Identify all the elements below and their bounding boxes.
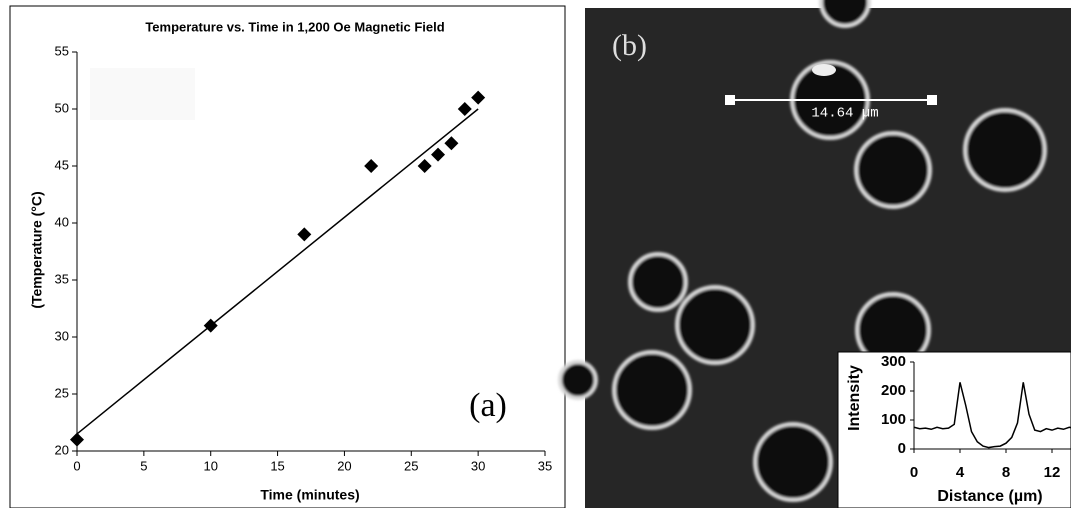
highlight [812, 64, 836, 76]
inset [837, 351, 1071, 508]
chart-inset: 0 4 8 12 0 100 200 300 Distance (µm) Intensity [846, 353, 1071, 505]
panel-b: (b) 14.64 µm [558, 0, 1071, 508]
vesicle [819, 0, 871, 28]
point [297, 227, 312, 242]
trendline [76, 108, 479, 435]
point [203, 318, 218, 333]
y-tick-label: 50 [55, 100, 69, 115]
scale-bar-end [725, 95, 735, 105]
vesicles [558, 0, 1047, 502]
vesicle [963, 108, 1047, 192]
vesicle [854, 131, 932, 209]
point [444, 136, 459, 151]
point [431, 147, 446, 162]
y-tick-label: 55 [55, 43, 69, 58]
y-tick-label: 200 [881, 382, 906, 399]
x-tick-label: 15 [270, 458, 284, 473]
vesicle [753, 422, 833, 502]
scale-bar-end [927, 95, 937, 105]
x-tick-label: 8 [1002, 464, 1010, 481]
x-tick-label: 5 [140, 458, 147, 473]
smudge [90, 68, 195, 120]
y-tick-label: 300 [881, 353, 906, 370]
x-tick-label: 20 [337, 458, 351, 473]
panel-label: (a) [469, 387, 507, 424]
y-tick-label: 35 [55, 271, 69, 286]
point [364, 159, 379, 173]
chart-a: 0 5 10 15 20 25 30 35 20 25 30 35 40 45 50 55 Temperatur… [29, 19, 553, 502]
y-tick-label: 25 [55, 385, 69, 400]
x-tick-label: 0 [73, 458, 80, 473]
y-tick-label: 20 [55, 442, 69, 457]
x-tick-label: 12 [1044, 464, 1061, 481]
vesicle [612, 350, 692, 430]
y-axis-title: Intensity [846, 365, 863, 431]
y-axis-title: (Temperature (°C) [29, 191, 45, 308]
vesicle [558, 360, 598, 400]
chart-title: Temperature vs. Time in 1,200 Oe Magneti… [145, 19, 444, 34]
line [913, 382, 1071, 449]
y-tick-label: 100 [881, 411, 906, 428]
y-tick-label: 40 [55, 214, 69, 229]
panel-label: (b) [612, 29, 647, 62]
vesicle [675, 285, 755, 365]
point [70, 432, 84, 447]
point [457, 102, 472, 116]
x-tick-label: 25 [404, 458, 418, 473]
scale-bar-label: 14.64 µm [811, 106, 878, 122]
x-axis-title: Distance (µm) [937, 488, 1042, 505]
x-tick-label: 30 [471, 458, 485, 473]
y-tick-label: 0 [898, 440, 906, 457]
y-tick-label: 45 [55, 157, 69, 172]
x-tick-label: 0 [910, 464, 918, 481]
point [417, 159, 432, 173]
x-tick-label: 4 [956, 464, 965, 481]
point [471, 90, 486, 105]
x-axis-title: Time (minutes) [260, 487, 359, 503]
x-tick-label: 35 [538, 458, 552, 473]
y-tick-label: 30 [55, 328, 69, 343]
vesicle [628, 252, 688, 312]
x-tick-label: 10 [203, 458, 217, 473]
